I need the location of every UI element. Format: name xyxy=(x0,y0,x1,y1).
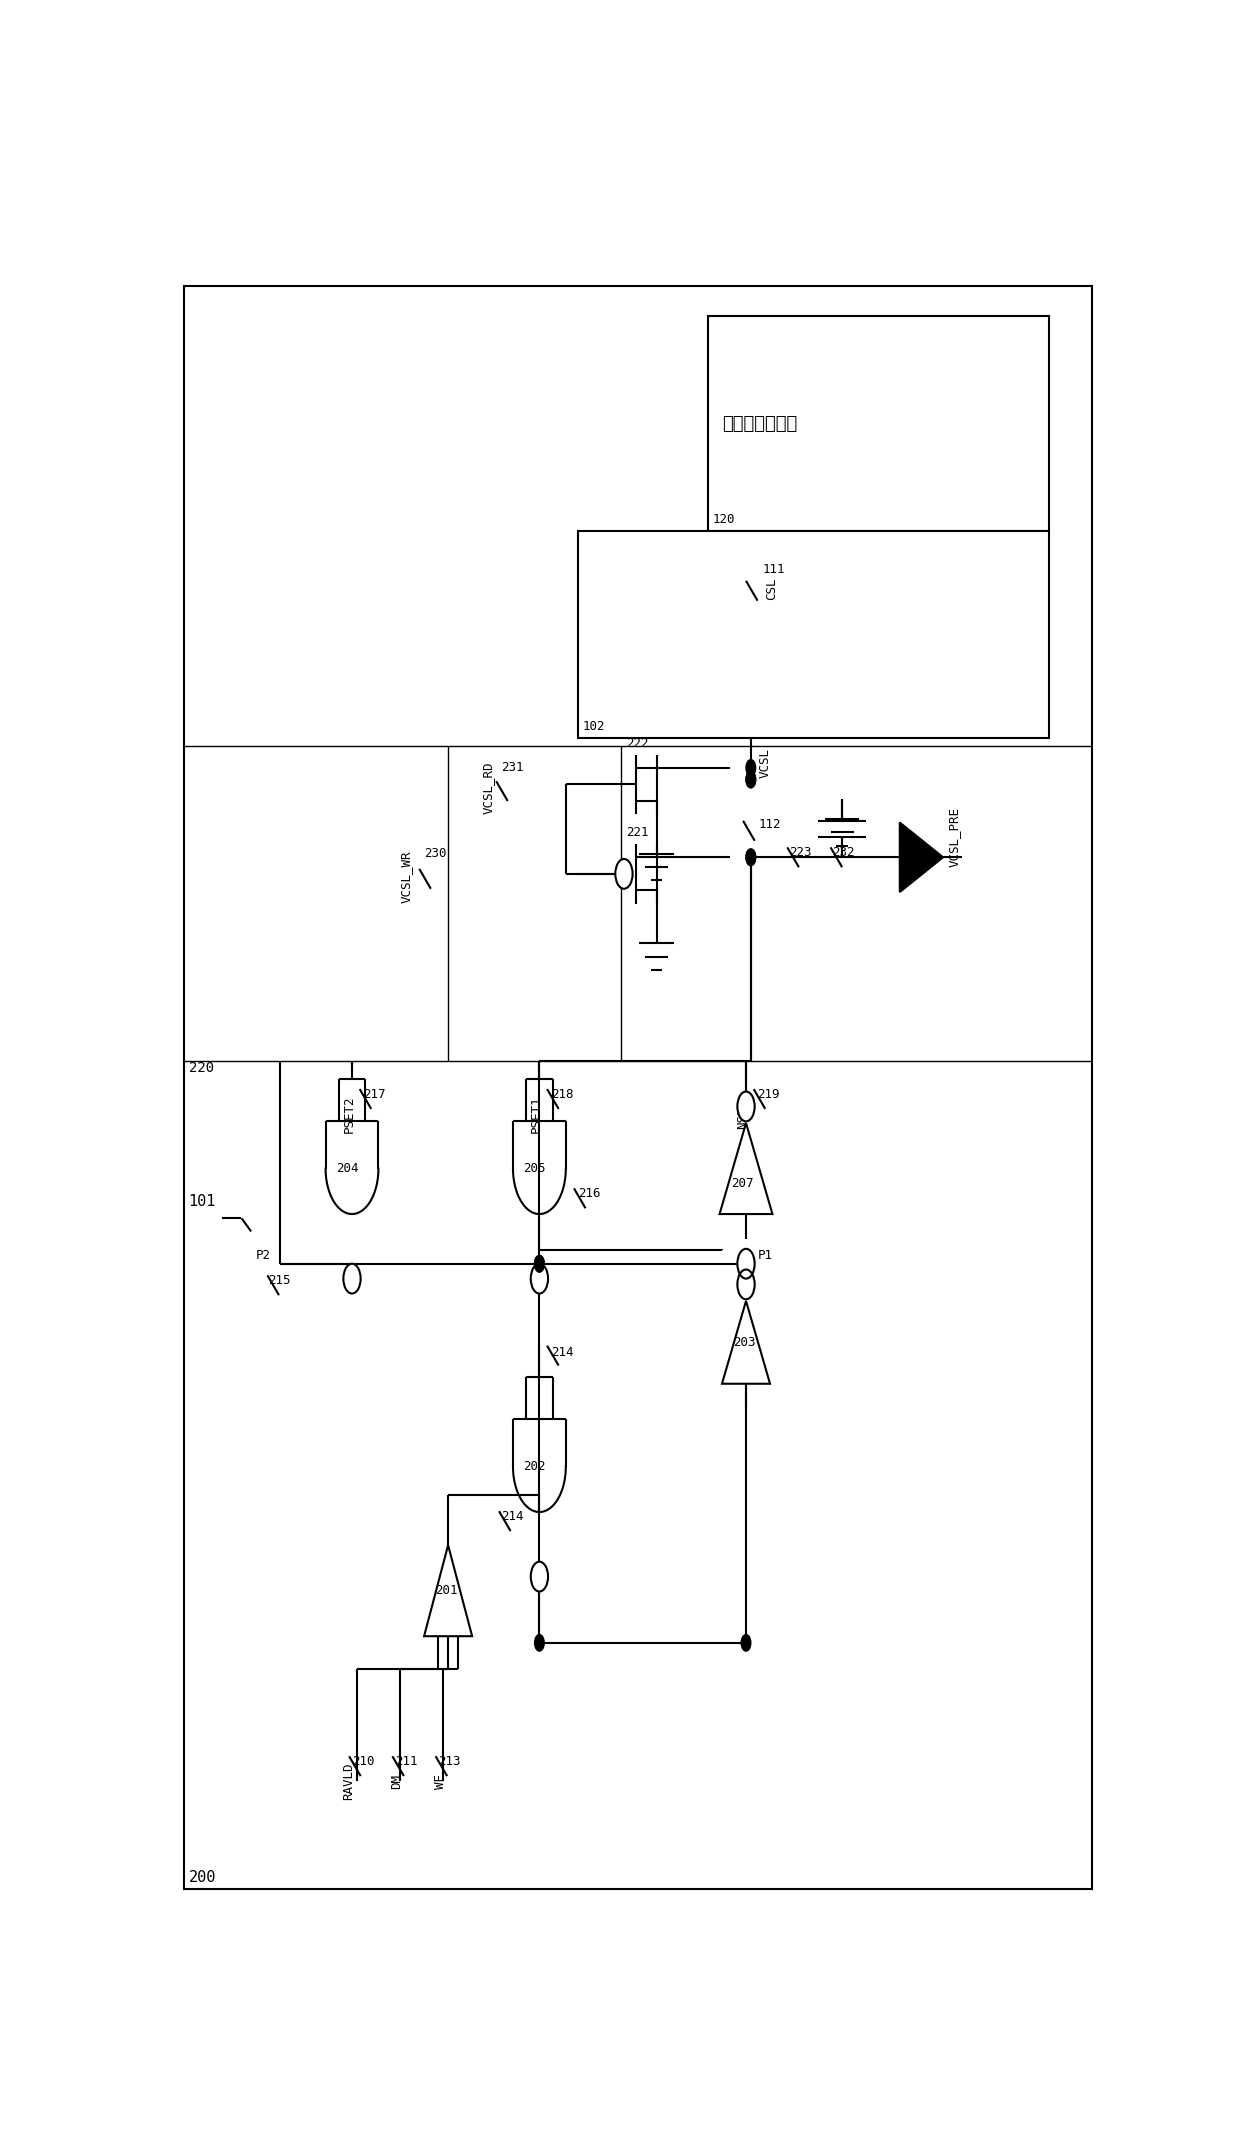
Text: 221: 221 xyxy=(626,826,649,838)
Text: 112: 112 xyxy=(759,817,781,830)
Text: 201: 201 xyxy=(435,1585,458,1597)
Text: 203: 203 xyxy=(734,1335,756,1348)
Bar xyxy=(578,531,1049,737)
Circle shape xyxy=(738,1249,755,1279)
Circle shape xyxy=(746,849,755,866)
Polygon shape xyxy=(900,823,942,892)
Circle shape xyxy=(738,1092,755,1122)
Text: VCSL_WR: VCSL_WR xyxy=(401,851,413,903)
Text: 220: 220 xyxy=(188,1060,213,1075)
Circle shape xyxy=(746,772,755,787)
Text: 211: 211 xyxy=(396,1754,418,1767)
Circle shape xyxy=(534,1256,544,1273)
Text: 102: 102 xyxy=(583,720,605,733)
Polygon shape xyxy=(719,1122,773,1215)
Bar xyxy=(708,316,1049,531)
Text: 223: 223 xyxy=(789,845,812,858)
Text: 214: 214 xyxy=(501,1509,523,1522)
Text: 210: 210 xyxy=(352,1754,374,1767)
Text: PSET2: PSET2 xyxy=(342,1094,356,1133)
Circle shape xyxy=(531,1561,548,1591)
Text: VCSL_PRE: VCSL_PRE xyxy=(947,808,961,866)
Text: P1: P1 xyxy=(758,1249,773,1262)
Text: NSET: NSET xyxy=(737,1099,749,1129)
Circle shape xyxy=(343,1264,361,1294)
Text: 216: 216 xyxy=(578,1187,600,1200)
Circle shape xyxy=(534,1256,544,1273)
Text: 101: 101 xyxy=(188,1193,216,1208)
Circle shape xyxy=(615,860,632,888)
Circle shape xyxy=(534,1634,544,1651)
Text: DM: DM xyxy=(391,1774,403,1789)
Text: CSL: CSL xyxy=(765,578,779,600)
Text: VCSL_RD: VCSL_RD xyxy=(481,761,495,815)
Text: 207: 207 xyxy=(732,1178,754,1191)
Text: VCSL: VCSL xyxy=(759,748,771,778)
Text: 205: 205 xyxy=(523,1161,546,1176)
Text: 230: 230 xyxy=(424,847,446,860)
Polygon shape xyxy=(722,1301,770,1385)
Circle shape xyxy=(531,1264,548,1294)
Text: 202: 202 xyxy=(523,1460,546,1473)
Circle shape xyxy=(746,849,755,866)
Text: P2: P2 xyxy=(255,1249,270,1262)
Text: 120: 120 xyxy=(712,514,735,527)
Text: RAVLD: RAVLD xyxy=(342,1763,356,1800)
Text: 231: 231 xyxy=(501,761,523,774)
Text: 215: 215 xyxy=(268,1273,291,1286)
Text: 204: 204 xyxy=(336,1161,358,1176)
Circle shape xyxy=(742,1634,750,1651)
Text: PSET1: PSET1 xyxy=(529,1094,543,1133)
Text: WE: WE xyxy=(434,1774,446,1789)
Text: 218: 218 xyxy=(551,1088,573,1101)
Text: 111: 111 xyxy=(763,563,785,576)
Text: 列选驱动器电路: 列选驱动器电路 xyxy=(722,415,797,432)
Text: 214: 214 xyxy=(551,1346,573,1359)
Text: 219: 219 xyxy=(758,1088,780,1101)
Text: 213: 213 xyxy=(439,1754,461,1767)
Text: 232: 232 xyxy=(832,845,856,858)
Text: 217: 217 xyxy=(363,1088,386,1101)
Circle shape xyxy=(746,759,755,776)
Polygon shape xyxy=(424,1546,472,1636)
Circle shape xyxy=(738,1268,755,1299)
Text: 222: 222 xyxy=(626,737,649,750)
Text: 200: 200 xyxy=(188,1870,216,1886)
Circle shape xyxy=(746,772,755,787)
